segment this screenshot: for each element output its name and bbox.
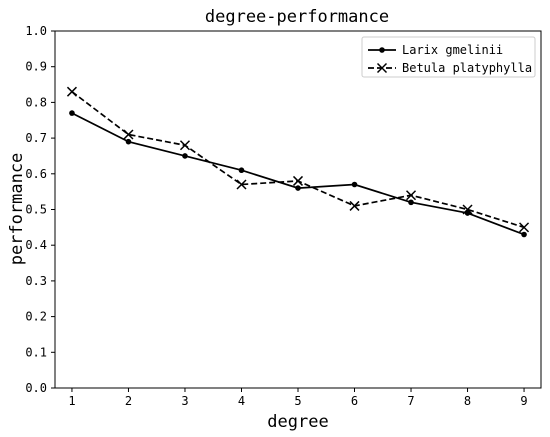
- series-layer: [66, 86, 530, 238]
- x-marker-stroke: [292, 175, 304, 186]
- data-point-dot: [69, 110, 75, 116]
- data-point-x: [292, 175, 304, 186]
- data-point-x: [376, 62, 388, 74]
- x-marker-stroke: [349, 200, 360, 211]
- x-tick-label: 9: [520, 394, 527, 408]
- x-tick-label: 6: [351, 394, 358, 408]
- y-tick-label: 0.2: [25, 310, 47, 324]
- y-tick-label: 0.5: [25, 203, 47, 217]
- x-marker-stroke: [376, 62, 388, 74]
- x-marker-stroke: [123, 129, 134, 140]
- y-axis-label: performance: [7, 153, 27, 266]
- data-point-dot: [238, 167, 245, 174]
- x-tick-label: 4: [238, 394, 245, 408]
- data-point-dot: [521, 231, 527, 238]
- chart-title: degree-performance: [205, 7, 389, 27]
- data-point-x: [123, 129, 134, 140]
- data-point-x: [405, 190, 417, 201]
- legend-item: Larix gmelinii: [368, 43, 503, 57]
- data-point-dot: [295, 185, 301, 191]
- data-point-x: [179, 140, 191, 151]
- x-marker-stroke: [462, 204, 473, 215]
- legend: Larix gmelinii Betula platyphylla: [361, 36, 536, 78]
- legend-label: Larix gmelinii: [402, 43, 503, 57]
- y-tick-label: 0.9: [25, 60, 47, 74]
- series-line: [71, 91, 525, 229]
- x-tick-label: 2: [125, 394, 132, 408]
- y-tick-label: 0.7: [25, 131, 47, 145]
- x-tick-label: 8: [464, 394, 471, 408]
- data-point-x: [519, 222, 530, 233]
- data-point-dot: [351, 181, 358, 188]
- y-tick-label: 0.6: [25, 167, 47, 181]
- series-1: [69, 110, 527, 238]
- data-point-dot: [182, 153, 188, 159]
- y-tick-label: 0.8: [25, 95, 47, 109]
- data-point-dot: [379, 47, 385, 53]
- legend-item: Betula platyphylla: [368, 61, 532, 75]
- x-tick-label: 5: [294, 394, 301, 408]
- legend-frame: [361, 36, 536, 78]
- x-axis-label: degree: [267, 412, 328, 432]
- plot-area: 0.0 0.1 0.2 0.3 0.4 0.5 0.6 0.7 0.8 0.9 1.0 1 2 3 4 5 6…: [25, 24, 542, 408]
- series-line: [71, 112, 525, 236]
- x-marker-stroke: [519, 222, 530, 233]
- x-marker-stroke: [236, 179, 247, 190]
- y-tick-label: 0.3: [25, 274, 47, 288]
- x-marker-stroke: [405, 190, 417, 201]
- x-axis: 1 2 3 4 5 6 7 8 9: [68, 388, 528, 408]
- data-point-x: [236, 179, 247, 190]
- data-point-dot: [125, 138, 132, 145]
- x-tick-label: 7: [407, 394, 414, 408]
- y-tick-label: 0.4: [25, 238, 47, 252]
- legend-items: Larix gmelinii Betula platyphylla: [368, 43, 532, 75]
- y-axis: 0.0 0.1 0.2 0.3 0.4 0.5 0.6 0.7 0.8 0.9 1.0: [25, 24, 55, 395]
- x-tick-label: 3: [181, 394, 188, 408]
- data-point-x: [462, 204, 473, 215]
- x-marker-stroke: [179, 140, 191, 151]
- data-point-x: [66, 86, 77, 97]
- y-tick-label: 0.1: [25, 345, 47, 359]
- y-tick-label: 1.0: [25, 24, 47, 38]
- data-point-dot: [408, 199, 414, 206]
- y-tick-label: 0.0: [25, 381, 47, 395]
- x-marker-stroke: [66, 86, 77, 97]
- series-2: [66, 86, 530, 233]
- x-tick-label: 1: [68, 394, 75, 408]
- data-point-x: [349, 200, 360, 211]
- legend-label: Betula platyphylla: [402, 61, 532, 75]
